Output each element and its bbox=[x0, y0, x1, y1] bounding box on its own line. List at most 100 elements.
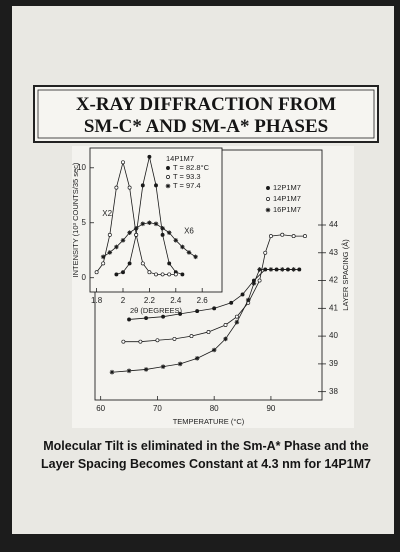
data-point bbox=[268, 267, 274, 272]
data-point bbox=[101, 261, 106, 266]
y-tick-label: 39 bbox=[329, 359, 338, 368]
data-point bbox=[223, 336, 228, 342]
data-point bbox=[147, 154, 152, 159]
data-point bbox=[234, 319, 240, 325]
data-point bbox=[144, 316, 149, 321]
data-point bbox=[126, 368, 132, 374]
data-point bbox=[193, 254, 198, 260]
title-box bbox=[33, 85, 379, 143]
data-point bbox=[114, 272, 119, 277]
data-point bbox=[155, 338, 160, 343]
data-point bbox=[234, 314, 239, 319]
x-tick-label: 2 bbox=[121, 296, 126, 305]
data-point bbox=[173, 272, 178, 277]
data-point bbox=[147, 220, 152, 226]
y-tick-label: 0 bbox=[82, 273, 87, 282]
data-point bbox=[140, 261, 145, 266]
data-point bbox=[127, 230, 132, 235]
legend-label: 12P1M7 bbox=[273, 183, 301, 192]
legend-label: 14P1M7 bbox=[273, 194, 301, 203]
x-tick-label: 80 bbox=[210, 404, 219, 413]
legend-marker bbox=[265, 207, 271, 213]
data-point bbox=[279, 267, 285, 272]
data-point bbox=[133, 225, 139, 231]
data-point bbox=[291, 267, 296, 272]
data-point bbox=[263, 250, 268, 255]
data-point bbox=[186, 250, 192, 255]
legend-title: 14P1M7 bbox=[166, 154, 194, 163]
data-point bbox=[160, 225, 165, 231]
legend-label: T = 93.3 bbox=[173, 172, 201, 181]
data-point bbox=[167, 272, 172, 277]
data-point bbox=[189, 334, 194, 339]
y-axis-title: LAYER SPACING (Å) bbox=[341, 239, 350, 311]
data-point bbox=[245, 297, 251, 303]
legend-marker bbox=[166, 175, 170, 179]
data-point bbox=[147, 270, 152, 275]
x-tick-label: 1.8 bbox=[91, 296, 103, 305]
data-point bbox=[109, 369, 115, 375]
data-point bbox=[114, 185, 119, 190]
data-point bbox=[303, 234, 307, 239]
data-point bbox=[160, 364, 166, 369]
data-point bbox=[121, 339, 126, 344]
data-point bbox=[94, 270, 99, 275]
data-point bbox=[127, 261, 132, 266]
data-point bbox=[223, 323, 228, 327]
data-point bbox=[180, 244, 185, 250]
caption-line: Layer Spacing Becomes Constant at 4.3 nm… bbox=[41, 457, 371, 471]
data-point bbox=[127, 185, 132, 190]
data-point bbox=[178, 311, 183, 316]
data-point bbox=[121, 160, 125, 165]
data-point bbox=[297, 267, 302, 272]
y-tick-label: 38 bbox=[329, 387, 338, 396]
x-tick-label: 2.2 bbox=[144, 296, 156, 305]
annotation: X2 bbox=[102, 209, 112, 218]
data-point bbox=[160, 272, 165, 277]
data-point bbox=[268, 234, 273, 239]
data-point bbox=[291, 234, 296, 239]
data-point bbox=[140, 183, 145, 188]
data-point bbox=[161, 314, 166, 319]
annotation: X6 bbox=[184, 227, 194, 236]
data-point bbox=[167, 261, 172, 266]
data-point bbox=[240, 292, 245, 297]
x-axis-title: 2θ (DEGREES) bbox=[130, 306, 183, 315]
legend-label: T = 97.4 bbox=[173, 181, 201, 190]
legend-marker bbox=[165, 183, 171, 189]
x-tick-label: 2.6 bbox=[197, 296, 209, 305]
plots: 60 70 80 90 38 39 40 41 42 43 44 TEMPERATURE (°C) LA… bbox=[71, 147, 350, 426]
data-point bbox=[257, 267, 262, 272]
data-point bbox=[154, 183, 158, 188]
x-tick-label: 90 bbox=[266, 404, 275, 413]
data-point bbox=[173, 238, 179, 243]
data-point bbox=[154, 272, 158, 277]
data-point bbox=[180, 272, 185, 277]
y-tick-label: 5 bbox=[82, 218, 87, 227]
data-point bbox=[195, 309, 200, 314]
x-axis-title: TEMPERATURE (°C) bbox=[173, 417, 245, 426]
x-tick-label: 2.4 bbox=[170, 296, 182, 305]
data-point bbox=[257, 278, 262, 283]
y-tick-label: 42 bbox=[329, 276, 338, 285]
x-tick-label: 60 bbox=[96, 404, 105, 413]
data-point bbox=[114, 244, 119, 250]
title-line: X-RAY DIFFRACTION FROM bbox=[76, 94, 336, 115]
title-box-inner bbox=[37, 89, 375, 139]
data-point bbox=[194, 356, 200, 361]
data-point bbox=[153, 221, 159, 227]
caption-line: Molecular Tilt is eliminated in the Sm-A… bbox=[43, 439, 369, 453]
y-tick-label: 43 bbox=[329, 248, 338, 257]
data-point bbox=[211, 347, 217, 353]
data-point bbox=[172, 336, 177, 341]
data-point bbox=[177, 361, 183, 367]
data-point bbox=[251, 281, 257, 286]
y-axis-title: INTENSITY (10³ COUNTS/35 sec) bbox=[71, 162, 80, 277]
data-point bbox=[120, 238, 126, 243]
legend-marker bbox=[266, 197, 270, 201]
data-point bbox=[212, 306, 217, 311]
legend-marker bbox=[266, 186, 270, 190]
legend-marker bbox=[166, 166, 170, 170]
y-tick-label: 41 bbox=[329, 303, 338, 312]
